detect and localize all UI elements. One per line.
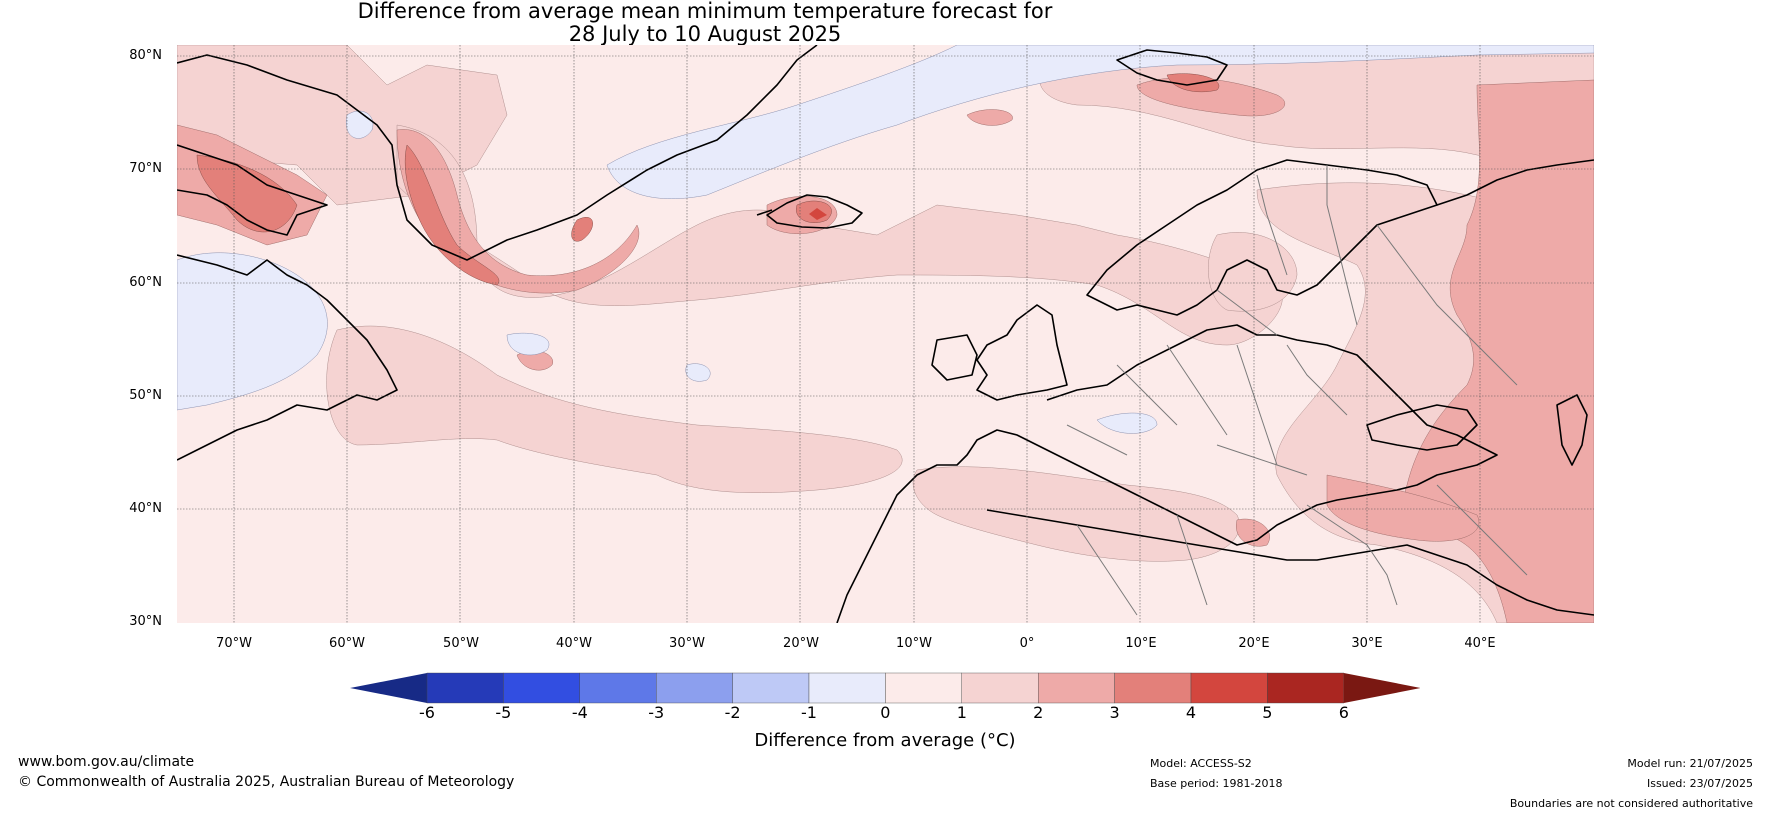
colorbar-segment [656, 672, 733, 704]
colorbar-label: Difference from average (°C) [754, 730, 1016, 751]
colorbar-segment [426, 672, 504, 704]
model-info: Model: ACCESS-S2 [1150, 757, 1252, 770]
iceland-coastline-w [756, 209, 773, 216]
russia-north-coastline [1436, 159, 1594, 206]
colorbar-tick-label: -1 [801, 703, 817, 722]
colorbar-tick-label: 1 [956, 703, 967, 722]
svalbard-coastline [1116, 49, 1228, 86]
colorbar-segment [808, 672, 886, 704]
greenland-coastline [177, 45, 818, 261]
boundaries-disclaimer: Boundaries are not considered authoritat… [1509, 797, 1753, 810]
colorbar-tick-label: 0 [880, 703, 891, 722]
country-borders [1066, 165, 1528, 616]
colorbar [350, 672, 1420, 704]
lon-label-0: 0° [1019, 636, 1035, 651]
colorbar-segment [1267, 672, 1345, 704]
lon-label-20w: 20°W [783, 636, 819, 651]
colorbar-tick-label: -5 [495, 703, 512, 722]
lon-label-20e: 20°E [1238, 636, 1270, 651]
continent-coastline [836, 324, 1498, 623]
caspian-coastline [1556, 394, 1588, 466]
chart-title: Difference from average mean minimum tem… [0, 0, 1410, 46]
coastlines [177, 45, 1594, 623]
colorbar-segment [503, 672, 580, 704]
title-line-1: Difference from average mean minimum tem… [357, 0, 1053, 23]
title-line-2: 28 July to 10 August 2025 [568, 22, 842, 46]
anomaly-3-4-zones [196, 73, 1220, 286]
colorbar-tick-label: -6 [419, 703, 435, 722]
colorbar-tick-label: 5 [1262, 703, 1273, 722]
baffin-coastline [177, 144, 328, 236]
iceland-coastline [766, 194, 863, 229]
lat-label-50n: 50°N [129, 388, 162, 403]
website-link[interactable]: www.bom.gov.au/climate [18, 754, 195, 770]
colorbar-tick-label: 6 [1338, 703, 1349, 722]
lon-label-10e: 10°E [1125, 636, 1157, 651]
lon-label-40w: 40°W [556, 636, 592, 651]
colorbar-tick-label: 3 [1109, 703, 1120, 722]
graticule [177, 45, 1594, 623]
model-run-info: Model run: 21/07/2025 [1627, 757, 1753, 770]
black-sea-coastline [1366, 404, 1478, 451]
colorbar-segment [732, 672, 810, 704]
labrador-coastline [177, 254, 398, 461]
lon-label-30w: 30°W [669, 636, 705, 651]
britain-coastline [976, 304, 1068, 401]
colorbar-segment [1114, 672, 1192, 704]
lat-label-60n: 60°N [129, 275, 162, 290]
lat-label-80n: 80°N [129, 48, 162, 63]
lon-label-40e: 40°E [1464, 636, 1496, 651]
north-africa-coastline [986, 509, 1594, 616]
lon-label-60w: 60°W [329, 636, 365, 651]
colorbar-tick-label: 4 [1185, 703, 1197, 722]
base-period-info: Base period: 1981-2018 [1150, 777, 1283, 790]
anomaly-map [177, 45, 1594, 623]
colorbar-segment [961, 672, 1039, 704]
colorbar-over-arrow [1343, 673, 1420, 703]
issued-info: Issued: 23/07/2025 [1646, 777, 1753, 790]
colorbar-tick-label: -3 [648, 703, 665, 722]
anomaly-map-svg [177, 45, 1594, 623]
lon-label-30e: 30°E [1351, 636, 1383, 651]
colorbar-tick-label: 2 [1033, 703, 1044, 722]
lon-label-10w: 10°W [896, 636, 932, 651]
ireland-coastline [931, 334, 978, 381]
anomaly-neg-1-0-zones [177, 45, 1594, 434]
lon-label-50w: 50°W [443, 636, 479, 651]
colorbar-tick-label: -2 [724, 703, 741, 722]
lat-label-70n: 70°N [129, 161, 162, 176]
colorbar-segment [579, 672, 657, 704]
lat-label-30n: 30°N [129, 614, 162, 629]
colorbar-segment [885, 672, 963, 704]
lat-label-40n: 40°N [129, 501, 162, 516]
copyright-notice: © Commonwealth of Australia 2025, Austra… [18, 774, 515, 790]
colorbar-segment [1190, 672, 1268, 704]
colorbar-segment [1038, 672, 1115, 704]
colorbar-under-arrow [350, 673, 427, 703]
lon-label-70w: 70°W [216, 636, 252, 651]
anomaly-4-5-zone [809, 208, 827, 220]
colorbar-tick-label: -4 [571, 703, 588, 722]
